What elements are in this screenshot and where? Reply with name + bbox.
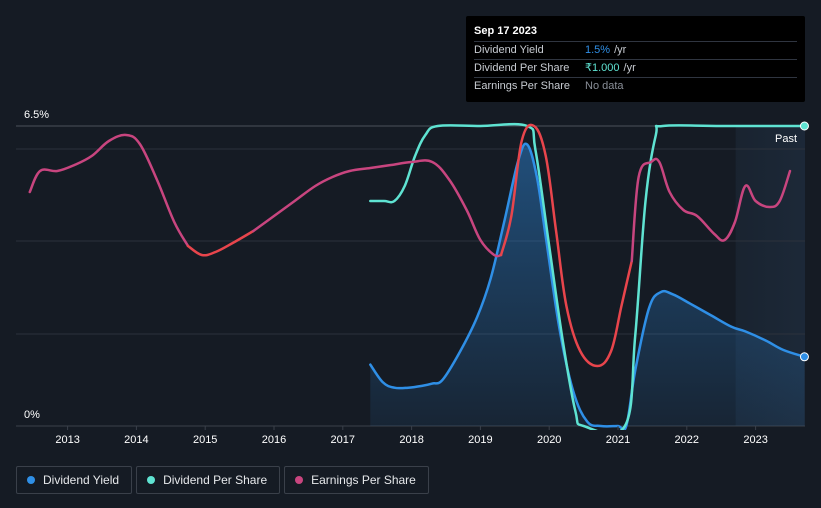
tooltip-label: Dividend Per Share — [474, 62, 570, 74]
tooltip-label: Dividend Yield — [474, 44, 544, 56]
legend-dot-icon — [147, 476, 156, 484]
earnings-per-share-line — [186, 229, 255, 257]
tooltip-value-dividend-per-share: ₹1.000 — [585, 62, 620, 74]
legend-dot-icon — [27, 476, 35, 484]
x-tick-label: 2016 — [262, 434, 286, 446]
y-tick-label: 6.5% — [24, 109, 49, 121]
legend-label: Earnings Per Share — [311, 473, 416, 487]
tooltip-label: Earnings Per Share — [474, 80, 570, 92]
x-tick-label: 2013 — [55, 434, 79, 446]
legend-dot-icon — [295, 476, 304, 484]
earnings-per-share-line — [630, 157, 792, 263]
x-tick-label: 2018 — [399, 434, 423, 446]
tooltip-row-dividend-per-share: Dividend Per Share ₹1.000 /yr — [474, 59, 797, 77]
x-axis-ticks: 2013 2014 2015 2016 2017 2018 2019 2020 2021 2022… — [55, 426, 768, 446]
dividend-per-share-line — [369, 122, 806, 430]
tooltip-value-dividend-yield: 1.5% — [585, 44, 611, 56]
x-tick-label: 2023 — [743, 434, 767, 446]
tooltip-unit: /yr — [623, 62, 636, 74]
legend-item-earnings-per-share[interactable]: Earnings Per Share — [284, 466, 429, 494]
earnings-per-share-line — [252, 159, 503, 258]
earnings-per-share-line — [28, 133, 190, 248]
x-tick-label: 2020 — [537, 434, 561, 446]
tooltip-row-dividend-yield: Dividend Yield 1.5% /yr — [474, 41, 797, 59]
tooltip-row-earnings-per-share: Earnings Per Share No data — [474, 77, 797, 95]
dividend-yield-end-marker — [799, 352, 809, 362]
x-tick-label: 2019 — [468, 434, 492, 446]
x-tick-label: 2017 — [331, 434, 355, 446]
tooltip-value-earnings-per-share: No data — [585, 80, 624, 92]
legend-label: Dividend Per Share — [163, 473, 268, 487]
x-tick-label: 2021 — [606, 434, 630, 446]
x-tick-label: 2015 — [193, 434, 217, 446]
past-label: Past — [775, 133, 797, 145]
dividend-yield-fill — [370, 143, 805, 430]
legend-item-dividend-per-share[interactable]: Dividend Per Share — [136, 466, 281, 494]
tooltip-date: Sep 17 2023 — [474, 25, 537, 37]
end-markers — [799, 121, 809, 362]
legend-item-dividend-yield[interactable]: Dividend Yield — [16, 466, 133, 494]
series-lines — [28, 122, 806, 430]
x-tick-label: 2022 — [675, 434, 699, 446]
y-tick-label: 0% — [24, 409, 40, 421]
legend-label: Dividend Yield — [43, 473, 120, 487]
earnings-per-share-line — [499, 123, 634, 368]
x-tick-label: 2014 — [124, 434, 148, 446]
tooltip: Sep 17 2023 Dividend Yield 1.5% /yr Divi… — [466, 16, 805, 102]
y-axis-ticks: 6.5% 0% — [24, 109, 49, 421]
dividend-yield-area — [370, 143, 805, 430]
dividend-per-share-end-marker — [799, 121, 809, 131]
tooltip-unit: /yr — [614, 44, 627, 56]
legend: Dividend Yield Dividend Per Share Earnin… — [16, 466, 429, 494]
